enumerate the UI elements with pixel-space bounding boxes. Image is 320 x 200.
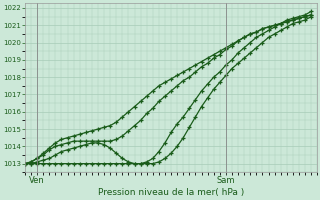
X-axis label: Pression niveau de la mer( hPa ): Pression niveau de la mer( hPa ) — [98, 188, 244, 197]
